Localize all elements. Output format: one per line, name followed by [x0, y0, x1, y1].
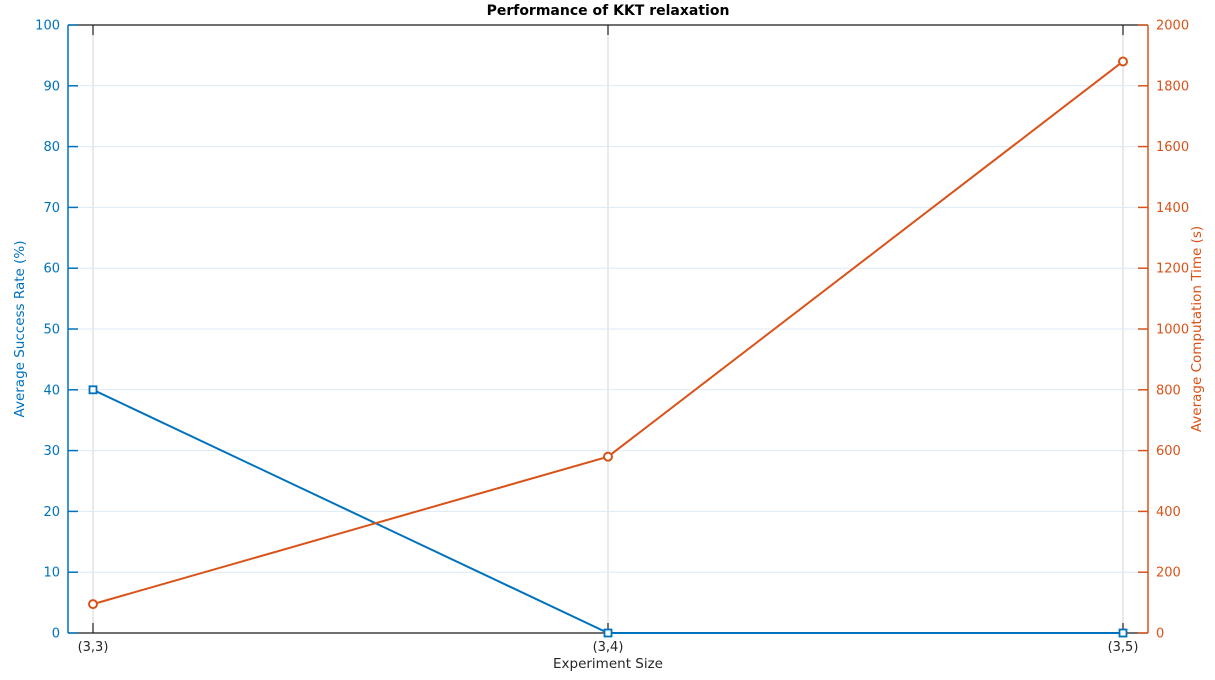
left-tick-label: 0 [52, 627, 60, 642]
left-tick-label: 20 [43, 505, 60, 520]
data-point-marker [88, 599, 98, 610]
right-tick-label: 1000 [1156, 323, 1189, 338]
y-axis-label-right: Average Computation Time (s) [1189, 225, 1205, 433]
left-tick-label: 80 [43, 140, 60, 155]
right-tick-label: 2000 [1156, 19, 1189, 34]
x-tick-label: (3,5) [1108, 640, 1139, 655]
left-tick-label: 40 [43, 383, 60, 398]
left-tick-label: 60 [43, 262, 60, 277]
x-axis-label: Experiment Size [552, 656, 663, 672]
left-tick-label: 50 [43, 323, 60, 338]
x-tick-label: (3,4) [593, 640, 624, 655]
y-axis-label-left: Average Success Rate (%) [12, 240, 28, 418]
data-point-marker [1118, 628, 1128, 638]
chart-title: Performance of KKT relaxation [486, 3, 730, 19]
x-tick-label: (3,3) [78, 640, 109, 655]
right-tick-label: 0 [1156, 627, 1164, 642]
right-tick-label: 1200 [1156, 262, 1189, 277]
data-point-marker [603, 628, 613, 638]
right-tick-label: 1800 [1156, 79, 1189, 94]
data-point-marker [603, 451, 613, 462]
left-tick-label: 70 [43, 201, 60, 216]
right-tick-label: 1400 [1156, 201, 1189, 216]
data-point-marker [88, 385, 98, 395]
left-tick-label: 90 [43, 79, 60, 94]
left-tick-label: 100 [35, 19, 60, 34]
data-point-marker [1118, 56, 1128, 67]
left-tick-label: 30 [43, 444, 60, 459]
left-tick-label: 10 [43, 566, 60, 581]
right-tick-label: 600 [1156, 444, 1181, 459]
right-tick-label: 800 [1156, 383, 1181, 398]
right-tick-label: 400 [1156, 505, 1181, 520]
right-tick-label: 1600 [1156, 140, 1189, 155]
right-tick-label: 200 [1156, 566, 1181, 581]
